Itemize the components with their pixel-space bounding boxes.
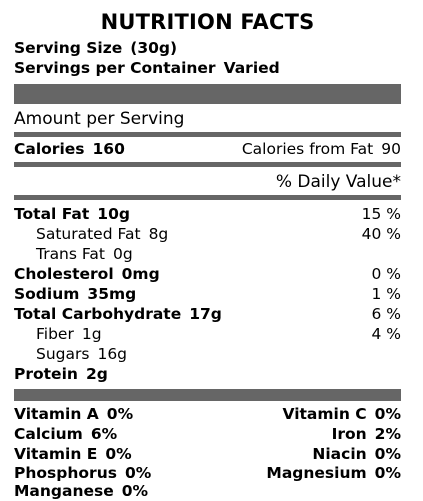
nutrient-label: Sugars: [36, 345, 90, 363]
calories-row: Calories 160 Calories from Fat 90: [14, 139, 401, 159]
nutrient-label: Fiber: [36, 325, 74, 343]
nutrient-daily-value: 4 %: [371, 325, 401, 343]
nutrient-row-total-carbohydrate: Total Carbohydrate 17g 6 %: [14, 304, 401, 324]
nutrient-row-sugars: Sugars 16g: [14, 344, 401, 364]
nutrient-row-protein: Protein 2g: [14, 364, 401, 384]
vitamin-right-label: Magnesium: [266, 464, 367, 482]
calories-from-fat-value: 90: [381, 140, 401, 158]
vitamin-left-value: 0%: [106, 405, 134, 423]
vitamin-right-value: 0%: [374, 405, 401, 423]
vitamin-left-value: 0%: [105, 445, 132, 463]
calories-value: 160: [92, 140, 125, 158]
vitamin-row: Vitamin A 0% Vitamin C 0%: [14, 404, 401, 424]
nutrient-row-cholesterol: Cholesterol 0mg 0 %: [14, 264, 401, 284]
vitamin-left-value: 0%: [124, 464, 152, 482]
vitamin-left-value: 0%: [121, 482, 149, 500]
calories-from-fat: Calories from Fat 90: [242, 139, 401, 159]
thick-divider-top: [14, 84, 401, 104]
vitamin-right-value: 2%: [374, 425, 401, 443]
serving-size-row: Serving Size (30g): [14, 38, 401, 58]
nutrient-label: Trans Fat: [36, 245, 105, 263]
nutrient-amount: 0g: [112, 245, 133, 263]
nutrient-row-sodium: Sodium 35mg 1 %: [14, 284, 401, 304]
nutrient-amount: 17g: [189, 305, 222, 323]
nutrient-row-total-fat: Total Fat 10g 15 %: [14, 204, 401, 224]
vitamin-left-value: 6%: [90, 425, 118, 443]
calories-label: Calories: [14, 140, 85, 158]
vitamin-row: Manganese 0%: [14, 481, 401, 501]
servings-per-container-row: Servings per Container Varied: [14, 58, 401, 78]
nutrient-amount: 2g: [85, 365, 108, 383]
nutrient-label: Total Carbohydrate: [14, 305, 182, 323]
nutrient-daily-value: 0 %: [371, 265, 401, 283]
nutrient-label: Cholesterol: [14, 265, 114, 283]
nutrient-amount: 35mg: [87, 285, 137, 303]
daily-value-header-row: % Daily Value*: [14, 172, 401, 192]
vitamin-left-label: Phosphorus: [14, 464, 117, 482]
vitamin-left-label: Vitamin E: [14, 445, 98, 463]
vitamin-right-label: Niacin: [312, 445, 367, 463]
servings-per-container-label: Servings per Container: [14, 59, 216, 77]
vitamin-right-value: 0%: [374, 464, 401, 482]
nutrient-amount: 16g: [97, 345, 128, 363]
nutrient-row-saturated-fat: Saturated Fat 8g 40 %: [14, 224, 401, 244]
vitamin-right-label: Vitamin C: [282, 405, 367, 423]
amount-per-serving: Amount per Serving: [14, 109, 185, 129]
divider-daily-value-top: [14, 162, 401, 167]
nutrient-daily-value: 40 %: [361, 225, 401, 243]
nutrient-amount: 1g: [81, 325, 102, 343]
vitamin-left-label: Manganese: [14, 482, 114, 500]
label-title: NUTRITION FACTS: [100, 10, 315, 34]
divider-nutrients-top: [14, 195, 401, 200]
nutrient-label: Total Fat: [14, 205, 90, 223]
servings-per-container-value: Varied: [223, 59, 280, 77]
nutrient-daily-value: 6 %: [371, 305, 401, 323]
nutrient-label: Sodium: [14, 285, 80, 303]
daily-value-header: % Daily Value*: [275, 172, 401, 192]
calories-from-fat-label: Calories from Fat: [241, 140, 374, 158]
nutrient-amount: 0mg: [121, 265, 160, 283]
divider-calories-top: [14, 132, 401, 137]
nutrient-daily-value: 1 %: [371, 285, 401, 303]
thick-divider-vitamins: [14, 389, 401, 401]
nutrient-label: Saturated Fat: [36, 225, 141, 243]
nutrient-label: Protein: [14, 365, 78, 383]
nutrient-amount: 10g: [97, 205, 130, 223]
nutrient-row-fiber: Fiber 1g 4 %: [14, 324, 401, 344]
vitamin-left-label: Calcium: [14, 425, 83, 443]
serving-size-label: Serving Size: [14, 39, 123, 57]
vitamin-left-label: Vitamin A: [14, 405, 99, 423]
vitamin-right-label: Iron: [331, 425, 367, 443]
vitamin-row: Phosphorus 0% Magnesium 0%: [14, 463, 401, 483]
nutrient-daily-value: 15 %: [361, 205, 401, 223]
vitamin-row: Calcium 6% Iron 2%: [14, 424, 401, 444]
nutrient-amount: 8g: [148, 225, 169, 243]
serving-size-value: (30g): [130, 39, 178, 57]
vitamin-row: Vitamin E 0% Niacin 0%: [14, 444, 401, 464]
vitamin-right-value: 0%: [374, 445, 401, 463]
nutrient-row-trans-fat: Trans Fat 0g: [14, 244, 401, 264]
